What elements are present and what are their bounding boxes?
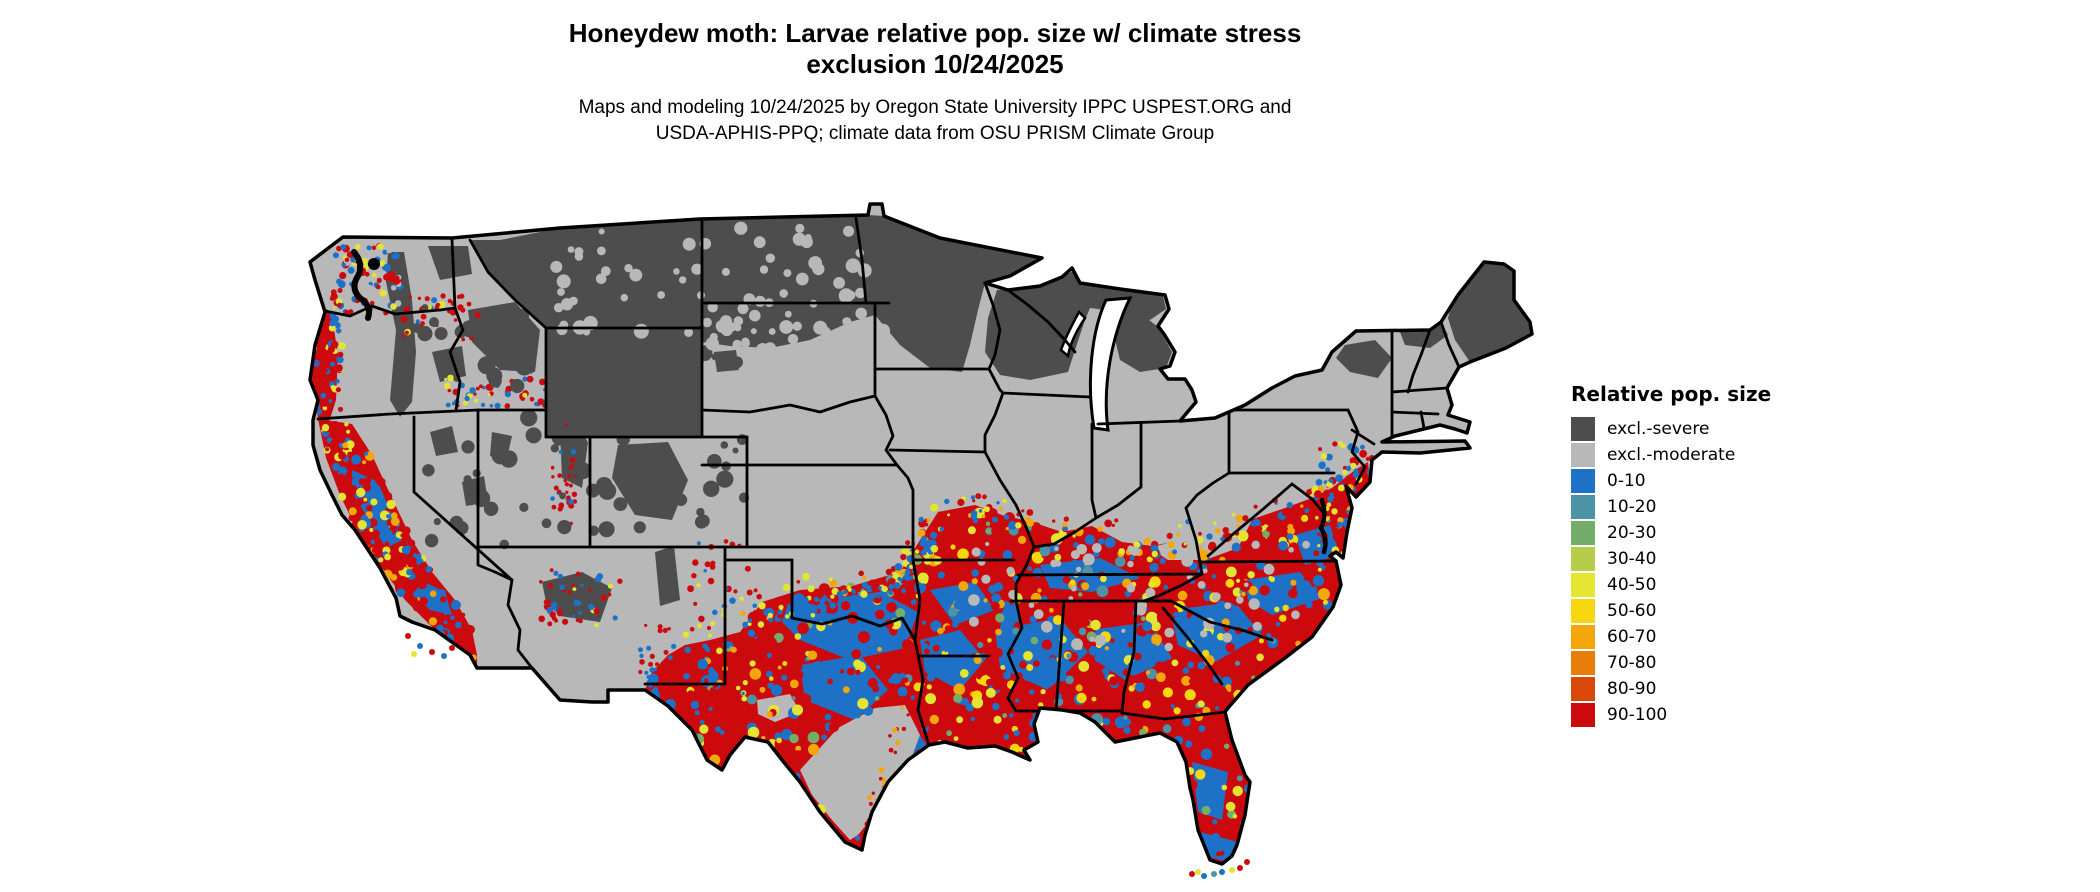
legend-label: excl.-moderate [1607,445,1736,465]
legend-row: 40-50 [1571,572,1771,598]
legend-label: 40-50 [1607,575,1657,595]
legend-swatch-30-40 [1571,547,1595,571]
legend-label: 0-10 [1607,471,1646,491]
legend-row: excl.-severe [1571,416,1771,442]
legend-swatch-50-60 [1571,599,1595,623]
legend-label: 20-30 [1607,523,1657,543]
page-title-line2: exclusion 10/24/2025 [806,49,1064,79]
legend-swatch-20-30 [1571,521,1595,545]
legend-label: excl.-severe [1607,419,1710,439]
legend-row: 90-100 [1571,702,1771,728]
chart-header: Honeydew moth: Larvae relative pop. size… [235,18,1635,147]
legend-row: 10-20 [1571,494,1771,520]
chesapeake-bay [1318,497,1328,555]
legend-swatch-0-10 [1571,469,1595,493]
legend-row: 80-90 [1571,676,1771,702]
legend: Relative pop. size excl.-severe excl.-mod… [1571,382,1771,728]
green-bay [1059,309,1087,359]
legend-swatch-excl.-moderate [1571,443,1595,467]
legend-row: 0-10 [1571,468,1771,494]
subtitle-line1: Maps and modeling 10/24/2025 by Oregon S… [578,97,1292,118]
legend-row: 20-30 [1571,520,1771,546]
legend-label: 50-60 [1607,601,1657,621]
legend-label: 80-90 [1607,679,1657,699]
legend-row: 70-80 [1571,650,1771,676]
state-borders [316,216,1461,747]
island-dots [405,633,1250,879]
legend-label: 70-80 [1607,653,1657,673]
conus-outline [308,202,1534,866]
legend-label: 60-70 [1607,627,1657,647]
legend-swatch-70-80 [1571,651,1595,675]
legend-rows: excl.-severe excl.-moderate 0-10 10-20 20-30… [1571,416,1771,728]
legend-row: 50-60 [1571,598,1771,624]
legend-swatch-90-100 [1571,703,1595,727]
legend-label: 30-40 [1607,549,1657,569]
legend-title: Relative pop. size [1571,382,1772,406]
legend-swatch-40-50 [1571,573,1595,597]
subtitle: Maps and modeling 10/24/2025 by Oregon S… [235,95,1635,147]
lake-michigan [1088,296,1133,432]
legend-label: 10-20 [1607,497,1657,517]
subtitle-line2: USDA-APHIS-PPQ; climate data from OSU PR… [655,123,1215,144]
page-title-line1: Honeydew moth: Larvae relative pop. size… [568,18,1302,48]
legend-swatch-60-70 [1571,625,1595,649]
legend-swatch-10-20 [1571,495,1595,519]
legend-row: 30-40 [1571,546,1771,572]
legend-swatch-excl.-severe [1571,417,1595,441]
legend-label: 90-100 [1607,705,1668,725]
land-raster [310,204,1532,864]
legend-row: 60-70 [1571,624,1771,650]
legend-swatch-80-90 [1571,677,1595,701]
legend-row: excl.-moderate [1571,442,1771,468]
